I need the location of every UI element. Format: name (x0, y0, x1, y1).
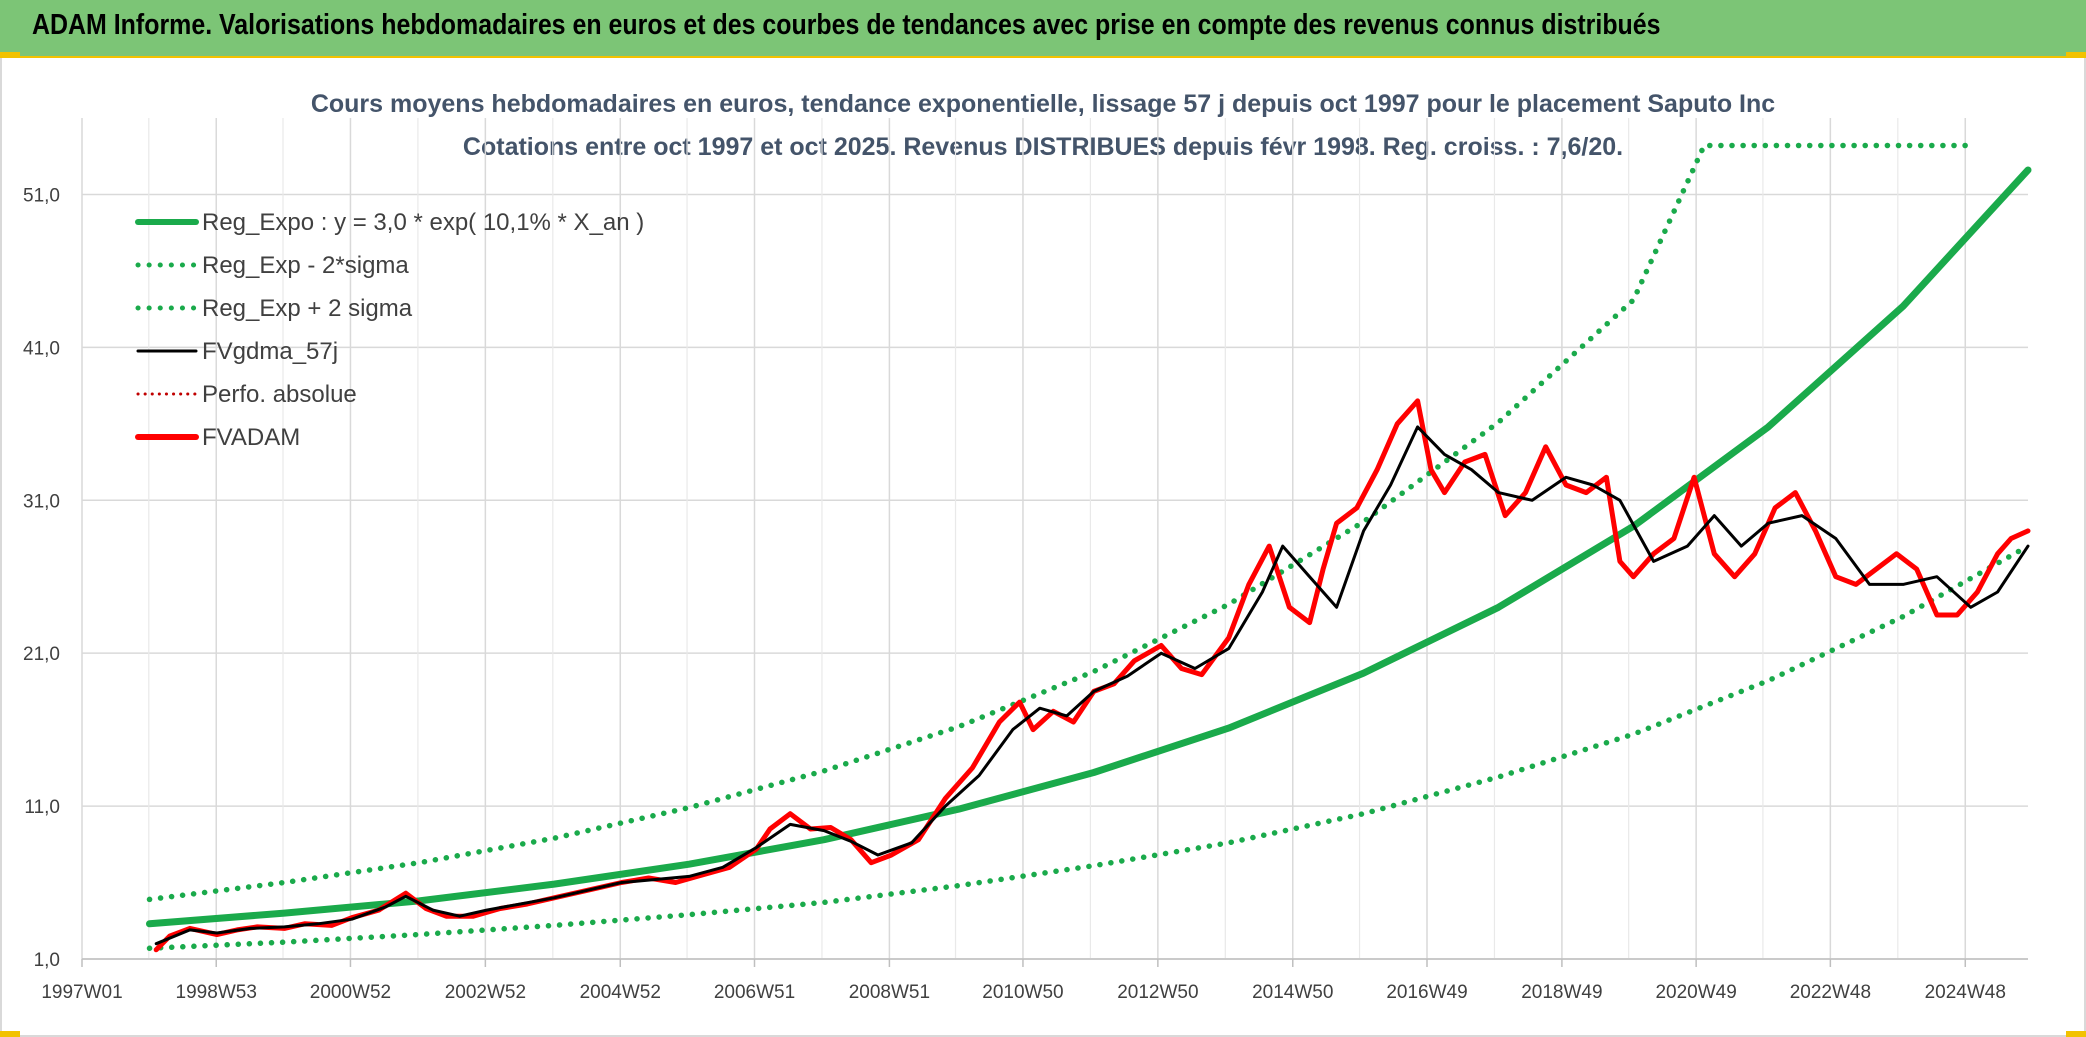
y-tick-label: 1,0 (34, 950, 60, 971)
chart-series (146, 142, 2032, 953)
page-title: ADAM Informe. Valorisations hebdomadaire… (32, 9, 1661, 41)
x-tick-label: 2022W48 (1790, 982, 1871, 1003)
x-tick-label: 2008W51 (849, 982, 930, 1003)
x-tick-label: 2000W52 (310, 982, 391, 1003)
x-tick-label: 2014W50 (1252, 982, 1333, 1003)
corner-accent (0, 52, 20, 58)
x-tick-label: 2012W50 (1117, 982, 1198, 1003)
x-tick-label: 1998W53 (176, 982, 257, 1003)
series-line (153, 398, 2031, 953)
chart-subtitle: Cotations entre oct 1997 et oct 2025. Re… (463, 133, 1623, 161)
series-line (146, 142, 1974, 903)
chart-grid (81, 118, 2028, 960)
x-tick-label: 2024W48 (1925, 982, 2006, 1003)
chart-frame (0, 58, 2086, 1037)
x-tick-label: 1997W01 (41, 982, 122, 1003)
x-tick-label: 2016W49 (1386, 982, 1467, 1003)
y-tick-label: 21,0 (23, 644, 60, 665)
series-line (154, 425, 2030, 946)
chart-title: Cours moyens hebdomadaires en euros, ten… (311, 90, 1775, 118)
y-tick-label: 31,0 (23, 491, 60, 512)
y-tick-label: 51,0 (23, 185, 60, 206)
corner-accent (2066, 52, 2086, 58)
legend-label: Reg_Exp + 2 sigma (202, 295, 413, 322)
x-tick-label: 2010W50 (982, 982, 1063, 1003)
corner-accent (0, 1031, 20, 1037)
x-tick-label: 2006W51 (714, 982, 795, 1003)
chart-legend: Reg_Expo : y = 3,0 * exp( 10,1% * X_an )… (135, 209, 644, 451)
series-line (146, 543, 2031, 952)
x-tick-label: 2018W49 (1521, 982, 1602, 1003)
series-line (146, 166, 2032, 928)
legend-label: FVgdma_57j (202, 338, 338, 365)
legend-label: Reg_Exp - 2*sigma (202, 252, 409, 279)
y-tick-label: 11,0 (24, 797, 60, 818)
x-tick-label: 2020W49 (1655, 982, 1736, 1003)
header-banner: ADAM Informe. Valorisations hebdomadaire… (0, 0, 2086, 58)
corner-accent (2066, 1031, 2086, 1037)
x-tick-label: 2002W52 (445, 982, 526, 1003)
chart-axes: 1,0 11,0 21,0 31,0 41,0 51,0 1997W01 1998W53 200… (23, 185, 2028, 1003)
x-tick-label: 2004W52 (580, 982, 661, 1003)
legend-label: Reg_Expo : y = 3,0 * exp( 10,1% * X_an ) (202, 209, 644, 236)
y-tick-label: 41,0 (23, 338, 60, 359)
legend-label: Perfo. absolue (202, 381, 357, 408)
legend-label: FVADAM (202, 424, 300, 451)
